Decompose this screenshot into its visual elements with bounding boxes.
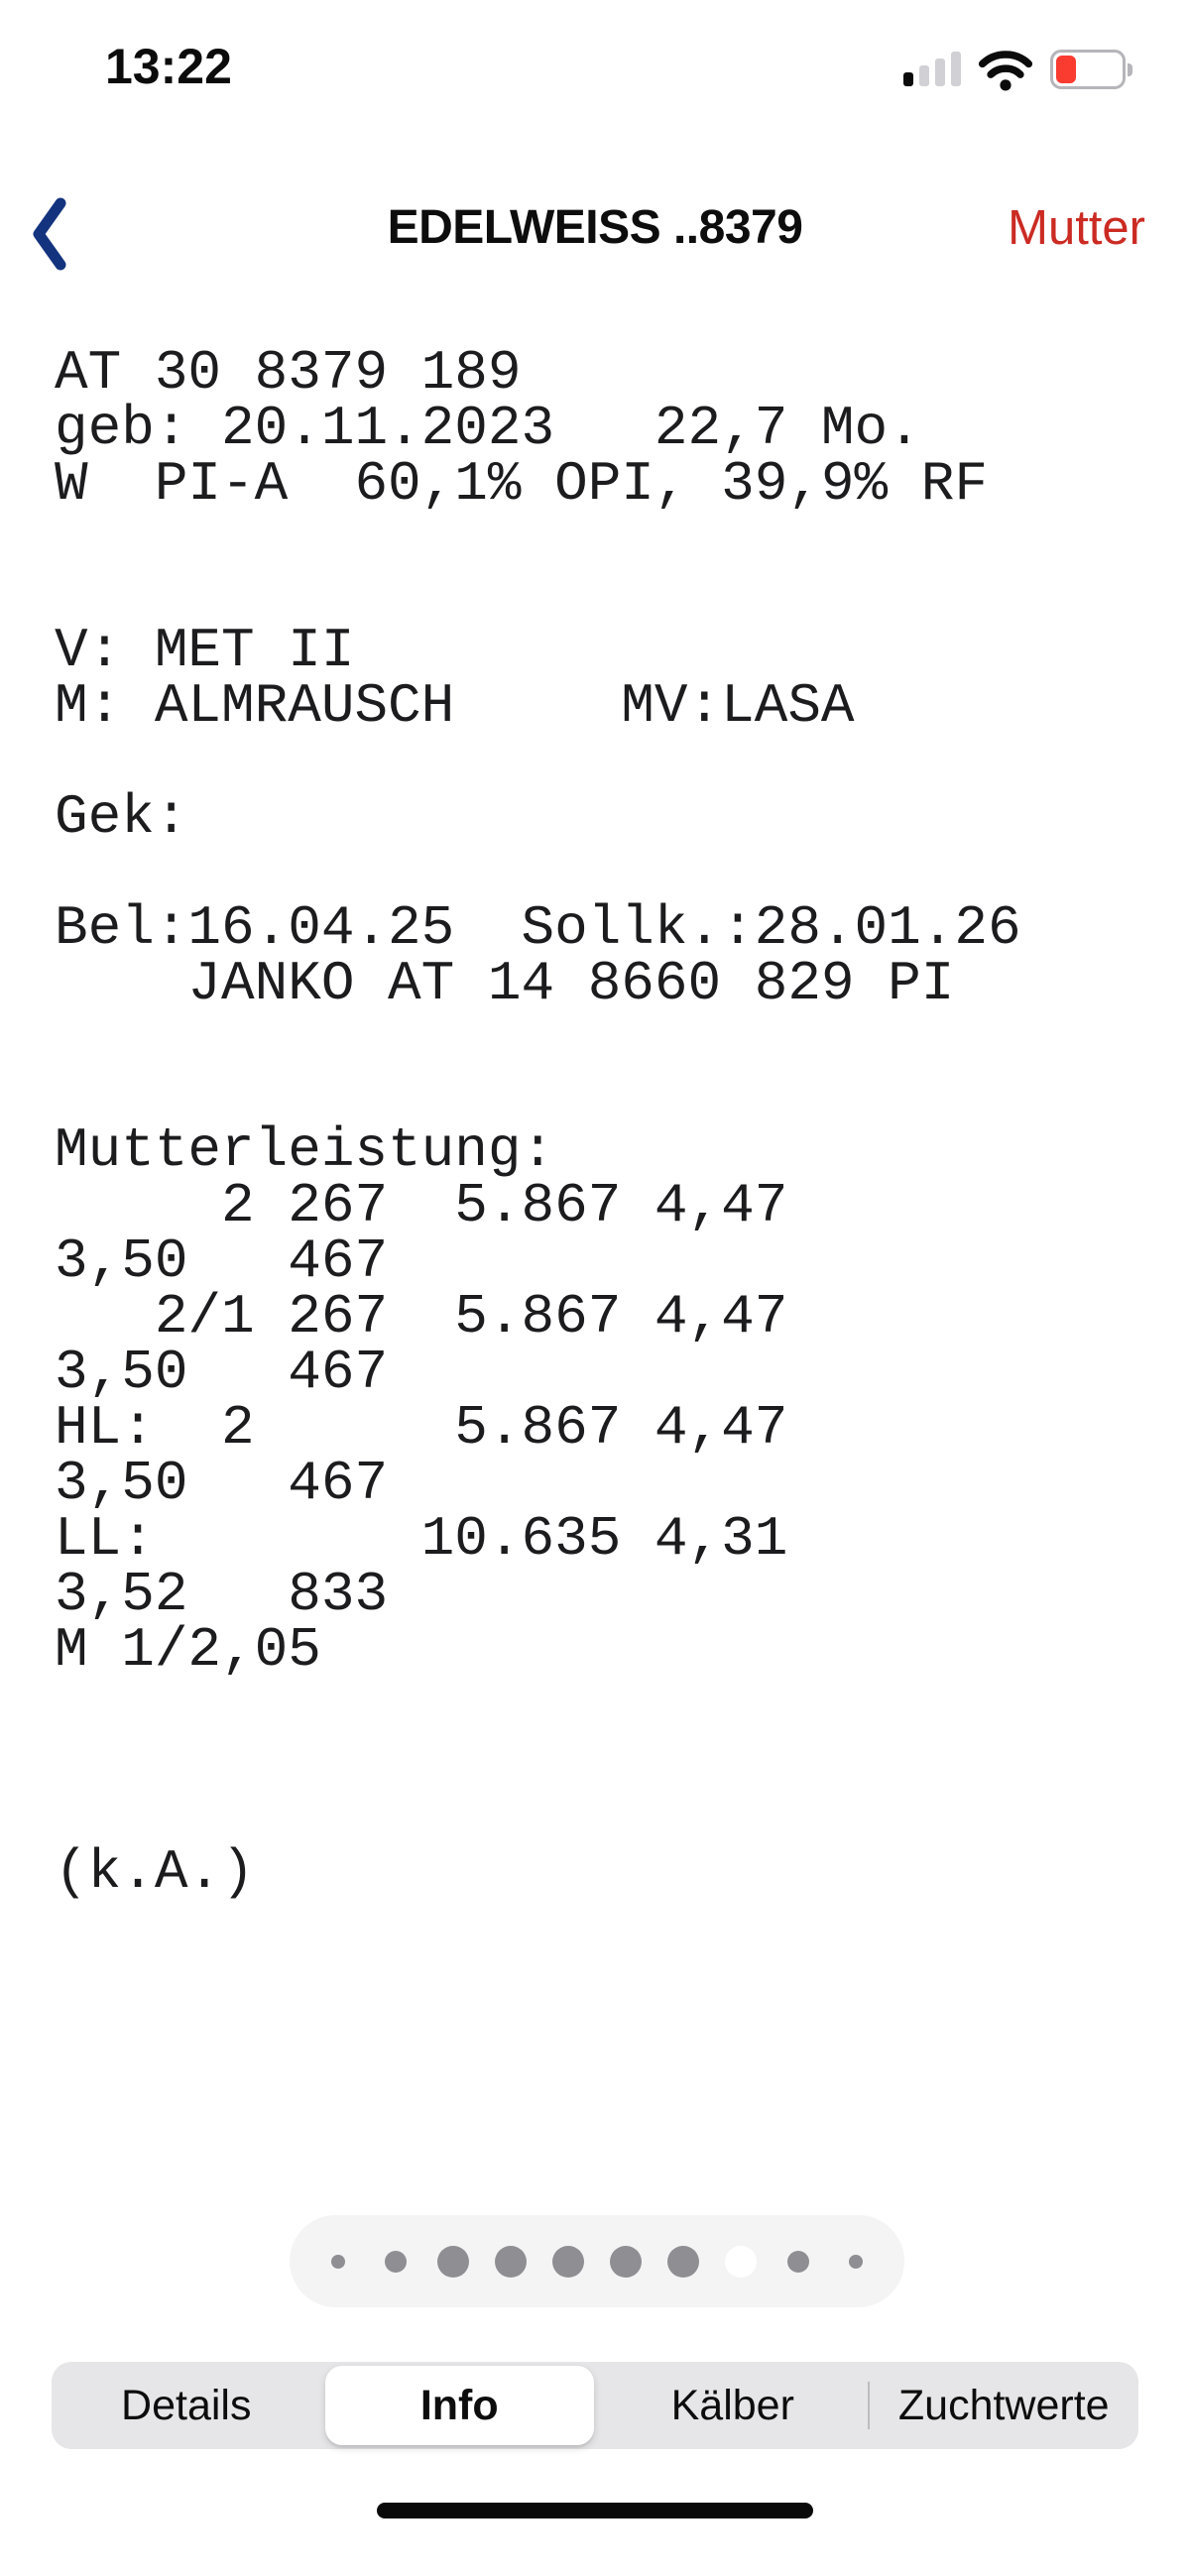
tab-zuchtwerte[interactable]: Zuchtwerte — [897, 2381, 1110, 2429]
page-dot-slot — [654, 2215, 712, 2307]
tab-k-lber[interactable]: Kälber — [670, 2381, 794, 2429]
page-dot-slot — [770, 2215, 827, 2307]
status-time: 13:22 — [105, 39, 232, 94]
back-button[interactable] — [30, 196, 69, 272]
wifi-icon — [978, 51, 1033, 91]
tab-bar: Details Info Kälber Zuchtwerte — [52, 2362, 1138, 2449]
signal-bar — [935, 59, 945, 86]
page-dot — [610, 2245, 642, 2278]
battery-level-low — [1056, 56, 1076, 83]
tab-info[interactable]: Info — [324, 2366, 594, 2445]
page-dot — [385, 2250, 407, 2273]
page-dot — [667, 2245, 699, 2278]
battery-nub — [1128, 62, 1132, 76]
page-indicator[interactable] — [290, 2215, 904, 2307]
page-title: EDELWEISS ..8379 — [387, 201, 803, 254]
page-dot-slot — [539, 2215, 597, 2307]
page-dot-slot — [482, 2215, 539, 2307]
battery-body — [1050, 50, 1126, 89]
page-dot — [552, 2245, 584, 2278]
animal-info-text: AT 30 8379 189 geb: 20.11.2023 22,7 Mo. … — [55, 341, 1021, 1904]
page-dot-active — [725, 2245, 757, 2278]
battery-icon — [1050, 50, 1132, 89]
page-dot — [495, 2245, 527, 2278]
mutter-button[interactable]: Mutter — [1008, 201, 1145, 255]
signal-bar — [919, 65, 929, 86]
page-dot-slot — [712, 2215, 770, 2307]
signal-bar — [951, 52, 961, 86]
chevron-left-icon — [33, 197, 66, 271]
page-dot — [437, 2245, 469, 2278]
page-dot — [849, 2254, 863, 2269]
page-dot-slot — [597, 2215, 654, 2307]
segment-divider — [867, 2382, 870, 2429]
cellular-signal-icon — [903, 51, 961, 88]
page-dot-slot — [309, 2215, 367, 2307]
page-dot — [331, 2254, 345, 2269]
page-dot-slot — [827, 2215, 885, 2307]
page-dot-slot — [424, 2215, 482, 2307]
tab-details[interactable]: Details — [121, 2381, 252, 2429]
home-indicator[interactable] — [377, 2503, 813, 2518]
page-dot-slot — [367, 2215, 424, 2307]
status-icons — [903, 44, 1132, 95]
page-dot — [787, 2250, 809, 2273]
signal-bar — [903, 72, 913, 86]
